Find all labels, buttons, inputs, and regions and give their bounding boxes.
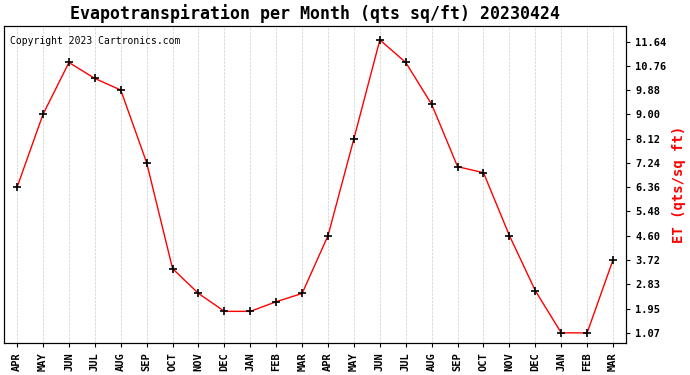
Text: Copyright 2023 Cartronics.com: Copyright 2023 Cartronics.com — [10, 36, 181, 46]
Title: Evapotranspiration per Month (qts sq/ft) 20230424: Evapotranspiration per Month (qts sq/ft)… — [70, 4, 560, 23]
Y-axis label: ET (qts/sq ft): ET (qts/sq ft) — [672, 126, 686, 243]
